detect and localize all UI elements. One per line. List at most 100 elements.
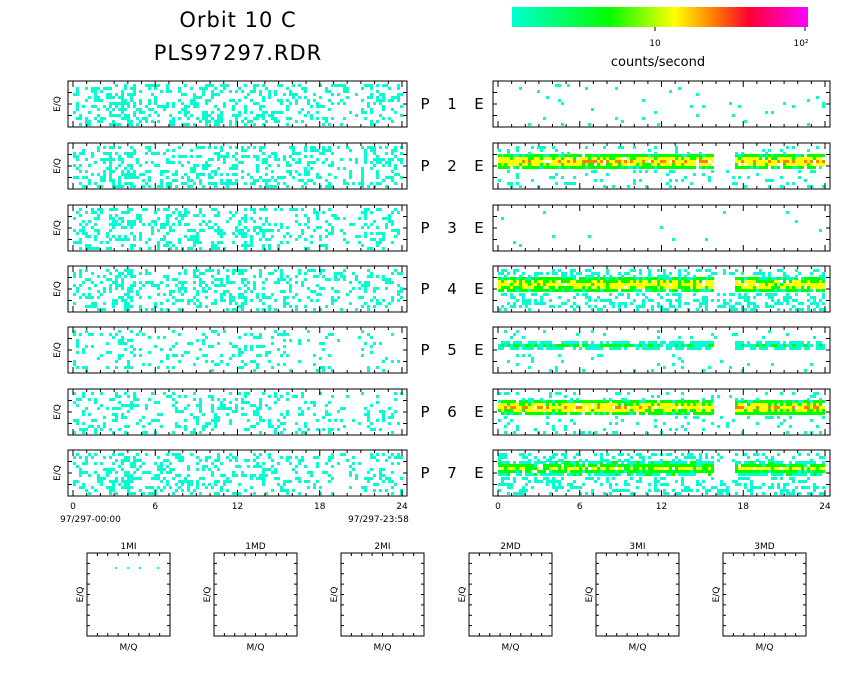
heatmap-cell	[193, 102, 196, 105]
heatmap-cell	[157, 120, 160, 123]
heatmap-cell	[397, 284, 400, 287]
heatmap-cell	[331, 214, 334, 217]
heatmap-cell	[594, 305, 597, 308]
heatmap-cell	[615, 289, 618, 292]
heatmap-cell	[504, 293, 507, 296]
heatmap-cell	[193, 287, 196, 290]
heatmap-cell	[304, 170, 307, 173]
heatmap-cell	[118, 238, 121, 241]
heatmap-cell	[561, 275, 564, 278]
heatmap-cell	[151, 226, 154, 229]
heatmap-cell	[358, 422, 361, 425]
heatmap-cell	[148, 176, 151, 179]
heatmap-cell	[199, 87, 202, 90]
heatmap-cell	[232, 182, 235, 185]
heatmap-cell	[262, 105, 265, 108]
heatmap-cell	[648, 283, 651, 286]
heatmap-cell	[277, 278, 280, 281]
heatmap-cell	[124, 226, 127, 229]
heatmap-cell	[262, 161, 265, 164]
heatmap-cell	[91, 152, 94, 155]
heatmap-cell	[621, 289, 624, 292]
heatmap-cell	[768, 179, 771, 182]
heatmap-cell	[822, 347, 825, 350]
heatmap-cell	[792, 157, 795, 160]
heatmap-cell	[355, 278, 358, 281]
heatmap-cell	[268, 395, 271, 398]
heatmap-cell	[561, 166, 564, 169]
heatmap-cell	[91, 305, 94, 308]
heatmap-cell	[244, 226, 247, 229]
heatmap-cell	[504, 412, 507, 415]
heatmap-cell	[256, 155, 259, 158]
heatmap-cell	[109, 290, 112, 293]
heatmap-cell	[364, 161, 367, 164]
heatmap-cell	[681, 160, 684, 163]
heatmap-cell	[771, 286, 774, 289]
heatmap-cell	[555, 412, 558, 415]
heatmap-cell	[259, 176, 262, 179]
heatmap-cell	[277, 176, 280, 179]
heatmap-cell	[76, 241, 79, 244]
heatmap-cell	[687, 344, 690, 347]
heatmap-cell	[208, 164, 211, 167]
heatmap-cell	[615, 117, 618, 120]
heatmap-cell	[73, 241, 76, 244]
heatmap-cell	[711, 154, 714, 157]
heatmap-cell	[277, 425, 280, 428]
heatmap-cell	[292, 158, 295, 161]
heatmap-cell	[816, 154, 819, 157]
heatmap-cell	[813, 302, 816, 305]
heatmap-cell	[615, 296, 618, 299]
heatmap-cell	[325, 413, 328, 416]
heatmap-cell	[762, 275, 765, 278]
heatmap-cell	[211, 330, 214, 333]
heatmap-cell	[630, 154, 633, 157]
heatmap-cell	[822, 275, 825, 278]
heatmap-cell	[112, 182, 115, 185]
heatmap-cell	[193, 99, 196, 102]
heatmap-cell	[151, 229, 154, 232]
heatmap-cell	[597, 403, 600, 406]
heatmap-cell	[205, 223, 208, 226]
heatmap-cell	[133, 275, 136, 278]
heatmap-cell	[645, 160, 648, 163]
heatmap-cell	[331, 152, 334, 155]
heatmap-cell	[400, 176, 403, 179]
heatmap-cell	[561, 347, 564, 350]
heatmap-cell	[241, 398, 244, 401]
heatmap-cell	[738, 277, 741, 280]
heatmap-cell	[73, 401, 76, 404]
heatmap-cell	[780, 269, 783, 272]
heatmap-cell	[331, 117, 334, 120]
heatmap-cell	[780, 176, 783, 179]
heatmap-cell	[555, 157, 558, 160]
heatmap-cell	[768, 344, 771, 347]
heatmap-cell	[157, 419, 160, 422]
heatmap-cell	[702, 166, 705, 169]
heatmap-cell	[579, 347, 582, 350]
heatmap-cell	[97, 425, 100, 428]
heatmap-cell	[295, 214, 298, 217]
heatmap-cell	[813, 154, 816, 157]
heatmap-cell	[361, 330, 364, 333]
heatmap-cell	[792, 347, 795, 350]
heatmap-cell	[648, 149, 651, 152]
heatmap-cell	[328, 164, 331, 167]
heatmap-cell	[516, 149, 519, 152]
heatmap-cell	[196, 146, 199, 149]
heatmap-cell	[187, 105, 190, 108]
heatmap-cell	[280, 275, 283, 278]
heatmap-cell	[738, 302, 741, 305]
heatmap-cell	[657, 406, 660, 409]
heatmap-cell	[139, 173, 142, 176]
heatmap-cell	[600, 166, 603, 169]
heatmap-cell	[681, 289, 684, 292]
heatmap-cell	[94, 90, 97, 93]
heatmap-cell	[121, 278, 124, 281]
heatmap-cell	[217, 278, 220, 281]
heatmap-cell	[522, 293, 525, 296]
heatmap-cell	[259, 229, 262, 232]
heatmap-cell	[154, 211, 157, 214]
heatmap-cell	[166, 170, 169, 173]
